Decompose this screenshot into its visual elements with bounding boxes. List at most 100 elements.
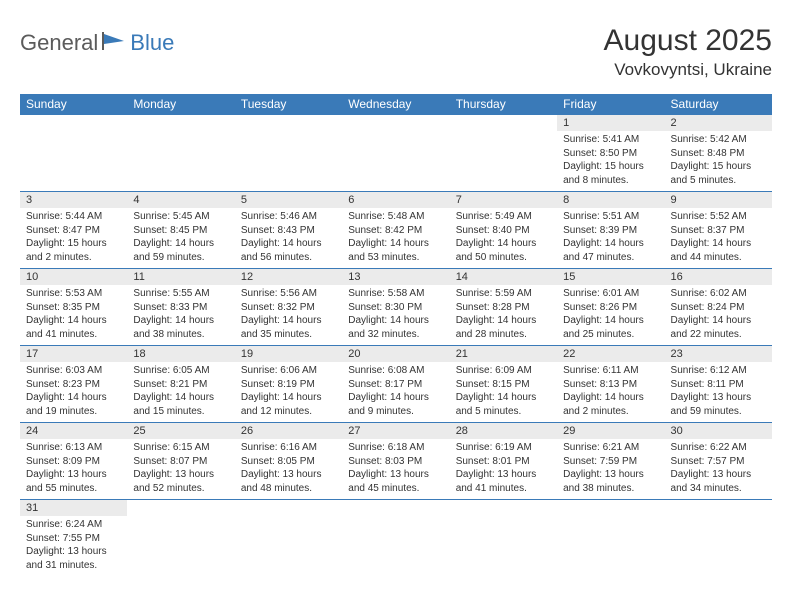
title-block: August 2025 Vovkovyntsi, Ukraine <box>604 24 772 80</box>
calendar-cell: 16Sunrise: 6:02 AMSunset: 8:24 PMDayligh… <box>665 269 772 346</box>
day-data: Sunrise: 5:53 AMSunset: 8:35 PMDaylight:… <box>20 285 127 345</box>
logo-text-blue: Blue <box>130 30 174 56</box>
daylight-line2: and 47 minutes. <box>563 251 658 265</box>
daylight-line2: and 52 minutes. <box>133 482 228 496</box>
day-data: Sunrise: 5:41 AMSunset: 8:50 PMDaylight:… <box>557 131 664 191</box>
day-number: 25 <box>127 423 234 439</box>
day-data: Sunrise: 6:05 AMSunset: 8:21 PMDaylight:… <box>127 362 234 422</box>
day-number: 14 <box>450 269 557 285</box>
sunset: Sunset: 8:13 PM <box>563 378 658 392</box>
daylight-line1: Daylight: 14 hours <box>456 237 551 251</box>
sunrise: Sunrise: 6:16 AM <box>241 441 336 455</box>
calendar-cell: 24Sunrise: 6:13 AMSunset: 8:09 PMDayligh… <box>20 423 127 500</box>
day-data: Sunrise: 6:21 AMSunset: 7:59 PMDaylight:… <box>557 439 664 499</box>
daylight-line2: and 8 minutes. <box>563 174 658 188</box>
daylight-line2: and 9 minutes. <box>348 405 443 419</box>
sunrise: Sunrise: 5:45 AM <box>133 210 228 224</box>
daylight-line1: Daylight: 15 hours <box>26 237 121 251</box>
sunrise: Sunrise: 5:58 AM <box>348 287 443 301</box>
sunset: Sunset: 7:55 PM <box>26 532 121 546</box>
daylight-line1: Daylight: 14 hours <box>133 391 228 405</box>
sunset: Sunset: 8:50 PM <box>563 147 658 161</box>
calendar-cell: 29Sunrise: 6:21 AMSunset: 7:59 PMDayligh… <box>557 423 664 500</box>
day-number: 23 <box>665 346 772 362</box>
sunset: Sunset: 8:15 PM <box>456 378 551 392</box>
calendar-cell <box>235 115 342 192</box>
daylight-line1: Daylight: 13 hours <box>456 468 551 482</box>
daylight-line1: Daylight: 13 hours <box>348 468 443 482</box>
daylight-line2: and 41 minutes. <box>26 328 121 342</box>
sunrise: Sunrise: 6:09 AM <box>456 364 551 378</box>
sunset: Sunset: 8:05 PM <box>241 455 336 469</box>
flag-icon <box>102 32 128 55</box>
day-number: 24 <box>20 423 127 439</box>
sunset: Sunset: 8:21 PM <box>133 378 228 392</box>
daylight-line1: Daylight: 14 hours <box>26 314 121 328</box>
calendar-cell: 13Sunrise: 5:58 AMSunset: 8:30 PMDayligh… <box>342 269 449 346</box>
daylight-line1: Daylight: 14 hours <box>241 391 336 405</box>
sunset: Sunset: 8:33 PM <box>133 301 228 315</box>
daylight-line2: and 32 minutes. <box>348 328 443 342</box>
daylight-line1: Daylight: 15 hours <box>563 160 658 174</box>
day-number: 22 <box>557 346 664 362</box>
day-data: Sunrise: 6:06 AMSunset: 8:19 PMDaylight:… <box>235 362 342 422</box>
daylight-line2: and 44 minutes. <box>671 251 766 265</box>
daylight-line1: Daylight: 14 hours <box>671 237 766 251</box>
day-data: Sunrise: 6:18 AMSunset: 8:03 PMDaylight:… <box>342 439 449 499</box>
daylight-line2: and 28 minutes. <box>456 328 551 342</box>
daylight-line2: and 19 minutes. <box>26 405 121 419</box>
calendar-cell: 22Sunrise: 6:11 AMSunset: 8:13 PMDayligh… <box>557 346 664 423</box>
day-number: 12 <box>235 269 342 285</box>
calendar-cell: 10Sunrise: 5:53 AMSunset: 8:35 PMDayligh… <box>20 269 127 346</box>
daylight-line1: Daylight: 13 hours <box>563 468 658 482</box>
day-data: Sunrise: 5:46 AMSunset: 8:43 PMDaylight:… <box>235 208 342 268</box>
sunrise: Sunrise: 5:48 AM <box>348 210 443 224</box>
sunrise: Sunrise: 6:19 AM <box>456 441 551 455</box>
calendar-cell: 8Sunrise: 5:51 AMSunset: 8:39 PMDaylight… <box>557 192 664 269</box>
day-number: 3 <box>20 192 127 208</box>
sunrise: Sunrise: 6:05 AM <box>133 364 228 378</box>
sunrise: Sunrise: 5:53 AM <box>26 287 121 301</box>
day-data: Sunrise: 6:08 AMSunset: 8:17 PMDaylight:… <box>342 362 449 422</box>
daylight-line1: Daylight: 14 hours <box>348 391 443 405</box>
day-data: Sunrise: 6:24 AMSunset: 7:55 PMDaylight:… <box>20 516 127 576</box>
month-title: August 2025 <box>604 24 772 58</box>
day-number: 26 <box>235 423 342 439</box>
sunrise: Sunrise: 5:46 AM <box>241 210 336 224</box>
day-number: 13 <box>342 269 449 285</box>
logo: General Blue <box>20 30 174 56</box>
day-data: Sunrise: 5:44 AMSunset: 8:47 PMDaylight:… <box>20 208 127 268</box>
calendar-cell: 3Sunrise: 5:44 AMSunset: 8:47 PMDaylight… <box>20 192 127 269</box>
calendar-cell <box>665 500 772 577</box>
daylight-line2: and 41 minutes. <box>456 482 551 496</box>
calendar-cell: 4Sunrise: 5:45 AMSunset: 8:45 PMDaylight… <box>127 192 234 269</box>
sunset: Sunset: 8:48 PM <box>671 147 766 161</box>
sunrise: Sunrise: 5:42 AM <box>671 133 766 147</box>
daylight-line1: Daylight: 14 hours <box>133 237 228 251</box>
calendar-cell: 25Sunrise: 6:15 AMSunset: 8:07 PMDayligh… <box>127 423 234 500</box>
day-data: Sunrise: 5:55 AMSunset: 8:33 PMDaylight:… <box>127 285 234 345</box>
day-number: 21 <box>450 346 557 362</box>
calendar-cell: 7Sunrise: 5:49 AMSunset: 8:40 PMDaylight… <box>450 192 557 269</box>
calendar-cell: 28Sunrise: 6:19 AMSunset: 8:01 PMDayligh… <box>450 423 557 500</box>
sunset: Sunset: 8:42 PM <box>348 224 443 238</box>
daylight-line2: and 5 minutes. <box>671 174 766 188</box>
day-number: 18 <box>127 346 234 362</box>
sunset: Sunset: 8:47 PM <box>26 224 121 238</box>
daylight-line1: Daylight: 15 hours <box>671 160 766 174</box>
day-number: 9 <box>665 192 772 208</box>
daylight-line2: and 59 minutes. <box>133 251 228 265</box>
sunrise: Sunrise: 6:21 AM <box>563 441 658 455</box>
sunset: Sunset: 8:23 PM <box>26 378 121 392</box>
daylight-line2: and 45 minutes. <box>348 482 443 496</box>
day-number: 19 <box>235 346 342 362</box>
day-number: 27 <box>342 423 449 439</box>
sunset: Sunset: 7:57 PM <box>671 455 766 469</box>
day-number: 16 <box>665 269 772 285</box>
daylight-line1: Daylight: 13 hours <box>241 468 336 482</box>
sunrise: Sunrise: 6:06 AM <box>241 364 336 378</box>
calendar-cell: 2Sunrise: 5:42 AMSunset: 8:48 PMDaylight… <box>665 115 772 192</box>
daylight-line2: and 2 minutes. <box>26 251 121 265</box>
calendar-cell: 30Sunrise: 6:22 AMSunset: 7:57 PMDayligh… <box>665 423 772 500</box>
day-number: 17 <box>20 346 127 362</box>
